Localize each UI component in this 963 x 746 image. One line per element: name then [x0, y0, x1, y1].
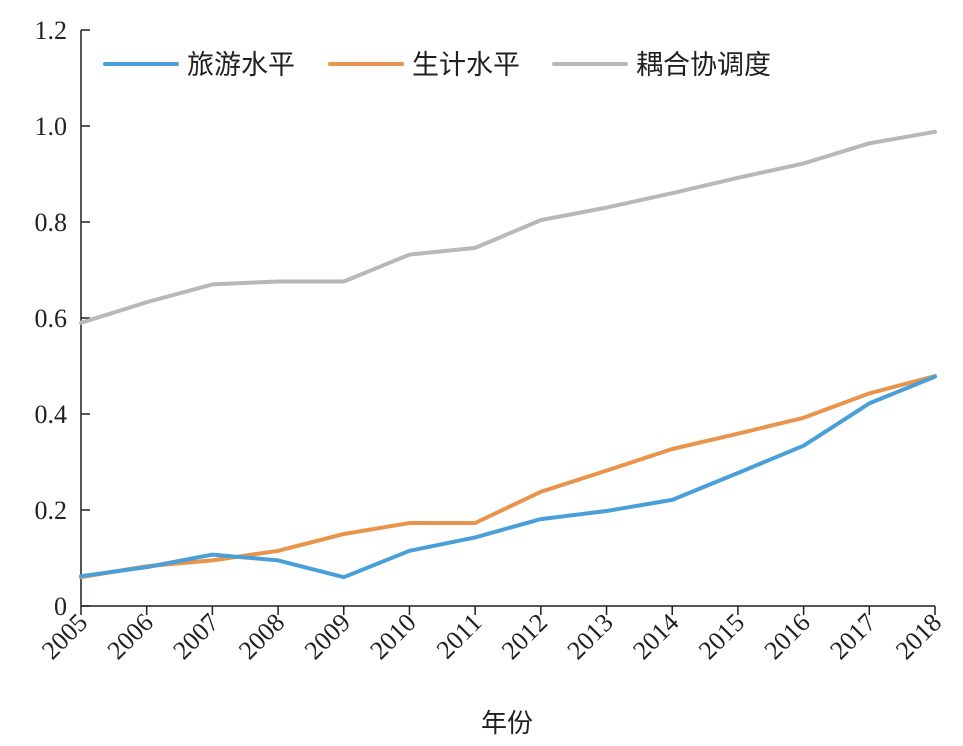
- x-tick-label: 2005: [36, 608, 93, 665]
- x-tick-label: 2008: [233, 608, 290, 665]
- x-tick-label: 2012: [496, 608, 553, 665]
- series-line-1: [79, 374, 937, 580]
- series-line-0: [79, 374, 937, 580]
- legend-label: 旅游水平: [187, 50, 295, 81]
- x-tick-label: 2014: [627, 608, 684, 665]
- x-tick-label: 2017: [824, 608, 881, 665]
- x-axis-title: 年份: [481, 709, 533, 739]
- x-tick-label: 2007: [167, 608, 224, 665]
- y-axis: 0 0.2 0.4 0.6 0.8 1.0 1.2: [35, 16, 90, 621]
- y-tick-label: 0.6: [35, 304, 68, 333]
- legend-label: 耦合协调度: [636, 50, 771, 81]
- series-layer: [79, 129, 937, 580]
- x-tick-label: 2018: [890, 608, 947, 665]
- y-tick-label: 0.2: [35, 496, 68, 525]
- y-tick-label: 1.2: [35, 16, 68, 45]
- x-tick-label: 2013: [562, 608, 619, 665]
- y-tick-label: 1.0: [35, 112, 68, 141]
- legend: 旅游水平 生计水平 耦合协调度: [103, 50, 771, 81]
- y-tick-label: 0: [54, 592, 67, 621]
- series-line-2: [79, 129, 937, 325]
- x-tick-label: 2009: [299, 608, 356, 665]
- x-tick-label: 2006: [102, 608, 159, 665]
- y-tick-label: 0.8: [35, 208, 68, 237]
- y-tick-label: 0.4: [35, 400, 68, 429]
- legend-label: 生计水平: [412, 50, 520, 81]
- x-tick-label: 2011: [431, 608, 488, 665]
- x-tick-label: 2010: [364, 608, 421, 665]
- x-tick-label: 2015: [693, 608, 750, 665]
- x-axis: 2005 2006 2007 2008 2009 2010 2011 2012 2013 2014…: [36, 605, 947, 665]
- x-tick-label: 2016: [759, 608, 816, 665]
